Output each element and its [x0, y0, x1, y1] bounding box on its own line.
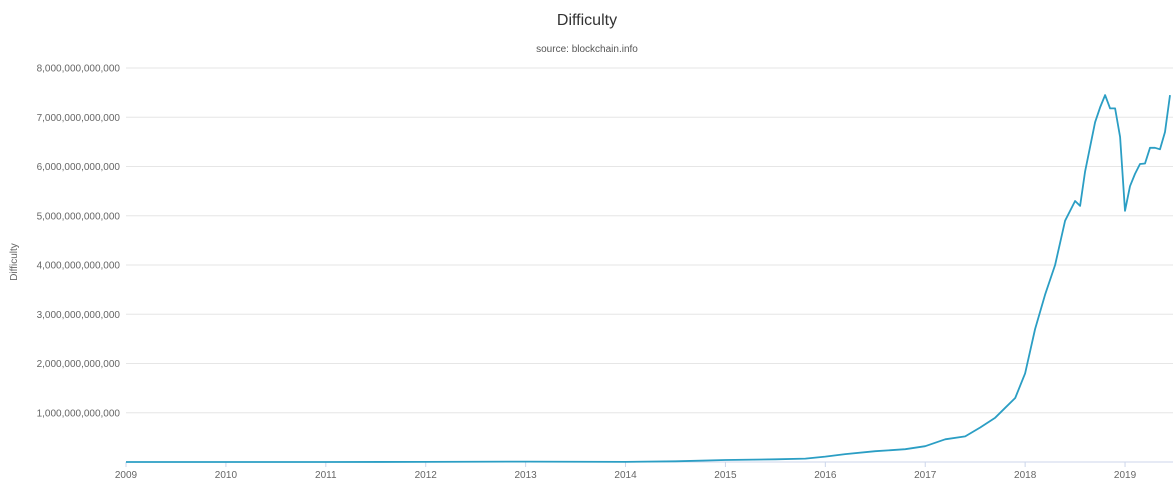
y-tick-label: 7,000,000,000,000	[37, 113, 121, 124]
x-axis-ticks: 2009 2010 2011 2012 2013 2014 2015 2016 2017 2018…	[115, 462, 1137, 481]
y-tick-label: 5,000,000,000,000	[37, 211, 121, 222]
x-tick-label: 2019	[1114, 470, 1137, 481]
series-layer	[126, 94, 1171, 463]
x-tick-label: 2009	[115, 470, 138, 481]
y-tick-label: 6,000,000,000,000	[37, 162, 121, 173]
y-axis-label: Difficulty	[9, 243, 20, 281]
y-tick-label: 2,000,000,000,000	[37, 359, 121, 370]
x-tick-label: 2010	[215, 470, 238, 481]
x-tick-label: 2011	[315, 470, 337, 481]
x-tick-label: 2018	[1014, 470, 1037, 481]
y-tick-label: 3,000,000,000,000	[37, 310, 121, 321]
difficulty-series-line	[126, 94, 1171, 463]
y-tick-label: 4,000,000,000,000	[37, 261, 121, 272]
gridlines	[126, 67, 1173, 414]
chart-title: Difficulty	[557, 12, 617, 29]
x-tick-label: 2014	[614, 470, 637, 481]
x-tick-label: 2016	[814, 470, 837, 481]
x-tick-label: 2013	[514, 470, 537, 481]
x-tick-label: 2012	[415, 470, 438, 481]
y-axis-ticks: 1,000,000,000,000 2,000,000,000,000 3,000,…	[37, 64, 121, 420]
y-tick-label: 1,000,000,000,000	[37, 408, 121, 419]
x-tick-label: 2017	[914, 470, 937, 481]
chart-subtitle: source: blockchain.info	[536, 44, 638, 55]
x-tick-label: 2015	[714, 470, 737, 481]
y-tick-label: 8,000,000,000,000	[37, 64, 121, 75]
